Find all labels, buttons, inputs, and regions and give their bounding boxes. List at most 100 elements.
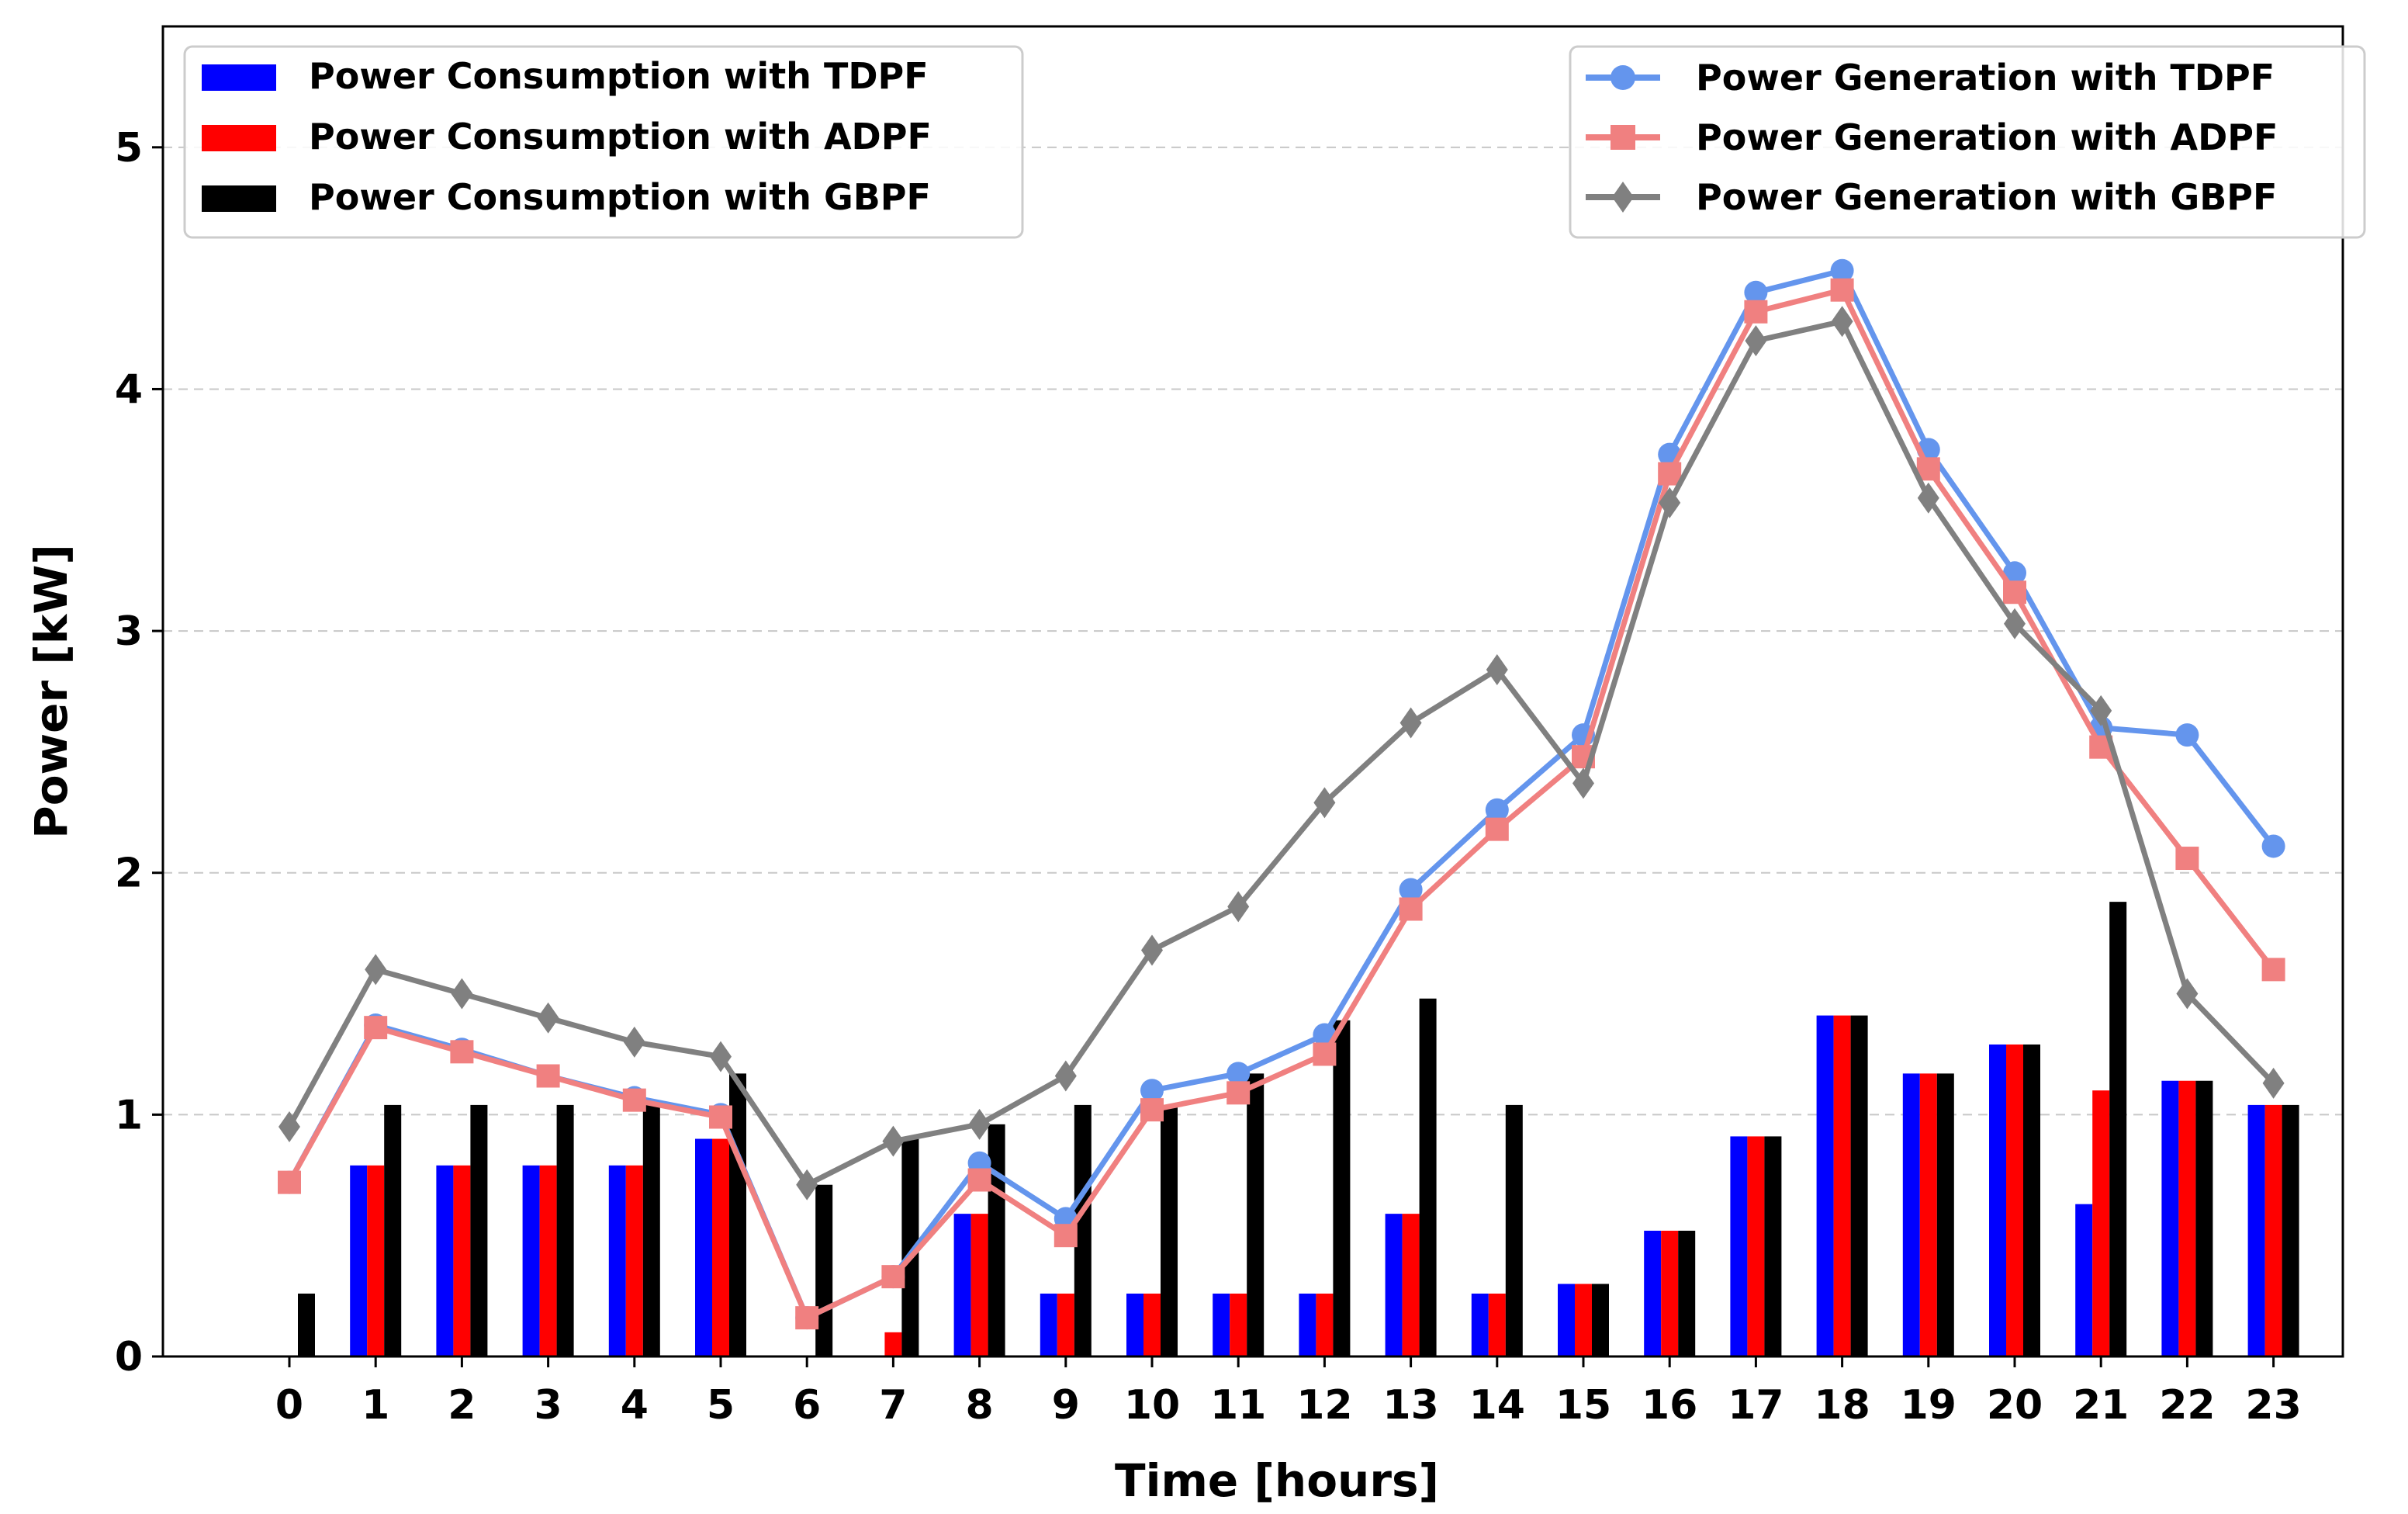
x-tick-label-18: 18: [1814, 1382, 1870, 1429]
x-tick-label-7: 7: [879, 1382, 907, 1429]
legend-label-gbpf-generation: Power Generation with GBPF: [1696, 176, 2277, 218]
point-generation-gbpf-h19: [1917, 482, 1939, 514]
x-tick-label-3: 3: [535, 1382, 562, 1429]
point-generation-gbpf-h15: [1572, 767, 1594, 799]
point-generation-adpf-h12: [1313, 1042, 1337, 1066]
point-generation-adpf-h0: [278, 1170, 301, 1194]
legend-swatch-gbpf-consumption: [202, 185, 276, 212]
x-tick-label-13: 13: [1382, 1382, 1438, 1429]
point-generation-gbpf-h12: [1313, 787, 1336, 819]
x-tick-label-4: 4: [621, 1382, 649, 1429]
bar-consumption-tdpf-h8: [953, 1214, 971, 1356]
y-tick-label-5: 5: [115, 125, 143, 171]
bar-consumption-adpf-h19: [1919, 1073, 1937, 1356]
point-generation-gbpf-h23: [2262, 1067, 2285, 1099]
x-tick-label-9: 9: [1052, 1382, 1080, 1429]
x-tick-label-20: 20: [1987, 1382, 2043, 1429]
bar-consumption-adpf-h12: [1316, 1293, 1334, 1356]
x-tick-label-22: 22: [2159, 1382, 2215, 1429]
point-generation-gbpf-h5: [710, 1041, 732, 1072]
bar-consumption-gbpf-h20: [2023, 1044, 2040, 1356]
point-generation-gbpf-h11: [1227, 891, 1250, 923]
bar-consumption-gbpf-h2: [470, 1104, 488, 1356]
y-tick-label-1: 1: [115, 1092, 143, 1138]
bar-consumption-adpf-h1: [367, 1165, 385, 1356]
bar-consumption-adpf-h17: [1747, 1136, 1765, 1356]
line-legend-frame: [1569, 45, 2366, 239]
point-generation-adpf-h3: [536, 1064, 560, 1088]
bar-consumption-tdpf-h9: [1040, 1293, 1057, 1356]
x-tick-label-16: 16: [1642, 1382, 1697, 1429]
bar-consumption-tdpf-h22: [2161, 1080, 2179, 1356]
bar-consumption-tdpf-h17: [1730, 1136, 1748, 1356]
x-tick-label-5: 5: [707, 1382, 735, 1429]
x-axis: 0 1 2 3 4 5 6 7 8 9 10 11 12 13 14 15 16 17 18 19 20 21 22 23: [275, 1356, 2302, 1429]
legend-swatch-adpf-consumption: [202, 125, 276, 151]
bar-consumption-adpf-h20: [2006, 1044, 2023, 1356]
bar-consumption-gbpf-h7: [901, 1138, 919, 1356]
bar-consumption-gbpf-h19: [1936, 1073, 1954, 1356]
point-generation-adpf-h16: [1658, 462, 1682, 486]
point-generation-gbpf-h16: [1659, 487, 1681, 518]
bar-consumption-tdpf-h18: [1816, 1015, 1834, 1356]
point-generation-adpf-h11: [1226, 1081, 1251, 1105]
point-generation-adpf-h20: [2003, 580, 2026, 605]
legend-marker-gbpf-generation: [1612, 182, 1634, 213]
legend-swatch-tdpf-consumption: [202, 64, 276, 91]
bar-consumption-tdpf-h19: [1902, 1073, 1920, 1356]
plot-frame: [161, 25, 2344, 1358]
bar-consumption-tdpf-h15: [1558, 1284, 1575, 1356]
bar-consumption-tdpf-h13: [1385, 1214, 1403, 1356]
point-generation-gbpf-h17: [1745, 325, 1767, 357]
point-generation-adpf-h7: [881, 1265, 905, 1289]
point-generation-tdpf-h23: [2261, 834, 2285, 858]
bar-consumption-tdpf-h2: [436, 1165, 454, 1356]
legend-label-tdpf-consumption: Power Consumption with TDPF: [309, 55, 929, 97]
line-generation-gbpf: [286, 318, 2276, 1188]
bar-consumption-gbpf-h9: [1074, 1104, 1092, 1356]
x-tick-label-14: 14: [1469, 1382, 1525, 1429]
bar-consumption-gbpf-h17: [1764, 1136, 1782, 1356]
x-tick-label-11: 11: [1210, 1382, 1266, 1429]
point-generation-adpf-h22: [2175, 847, 2199, 871]
legend-label-gbpf-consumption: Power Consumption with GBPF: [309, 176, 931, 218]
x-tick-label-19: 19: [1901, 1382, 1956, 1429]
bar-consumption-tdpf-h1: [350, 1165, 368, 1356]
legend-label-adpf-consumption: Power Consumption with ADPF: [309, 116, 932, 158]
point-generation-tdpf-h22: [2175, 723, 2199, 747]
y-tick-label-2: 2: [115, 851, 143, 897]
bar-consumption-tdpf-h3: [522, 1165, 540, 1356]
bar-consumption-adpf-h4: [625, 1165, 643, 1356]
bar-consumption-adpf-h3: [539, 1165, 557, 1356]
y-tick-label-4: 4: [115, 366, 143, 413]
x-tick-label-15: 15: [1555, 1382, 1611, 1429]
bar-consumption-adpf-h9: [1057, 1293, 1074, 1356]
bar-consumption-tdpf-h5: [695, 1138, 712, 1356]
point-generation-tdpf-h18: [1830, 258, 1854, 282]
x-tick-label-23: 23: [2245, 1382, 2301, 1429]
bar-consumption-adpf-h15: [1575, 1284, 1592, 1356]
bar-consumption-gbpf-h1: [384, 1104, 402, 1356]
bar-consumption-adpf-h22: [2178, 1080, 2196, 1356]
point-generation-gbpf-h13: [1399, 707, 1422, 739]
line-generation-adpf: [286, 287, 2276, 1321]
bar-consumption-gbpf-h22: [2195, 1080, 2213, 1356]
x-axis-title: Time [hours]: [1115, 1454, 1439, 1507]
bar-consumption-adpf-h2: [453, 1165, 471, 1356]
point-generation-adpf-h23: [2261, 958, 2285, 982]
bar-consumption-gbpf-h15: [1592, 1284, 1609, 1356]
point-generation-adpf-h17: [1744, 300, 1768, 324]
bar-consumption-adpf-h13: [1402, 1214, 1420, 1356]
y-tick-label-0: 0: [115, 1334, 143, 1381]
point-generation-adpf-h4: [622, 1088, 646, 1112]
point-generation-gbpf-h22: [2176, 978, 2199, 1010]
bar-consumption-tdpf-h21: [2075, 1204, 2093, 1356]
legend-marker-tdpf-generation: [1611, 65, 1635, 90]
x-tick-label-10: 10: [1124, 1382, 1180, 1429]
bar-layer: [298, 902, 2299, 1356]
grid-lines: [163, 146, 2343, 1116]
point-generation-gbpf-h4: [623, 1026, 645, 1058]
point-generation-gbpf-h1: [365, 954, 387, 986]
bar-legend: Power Consumption with TDPF Power Consum…: [183, 45, 1024, 239]
bar-consumption-gbpf-h14: [1505, 1104, 1523, 1356]
